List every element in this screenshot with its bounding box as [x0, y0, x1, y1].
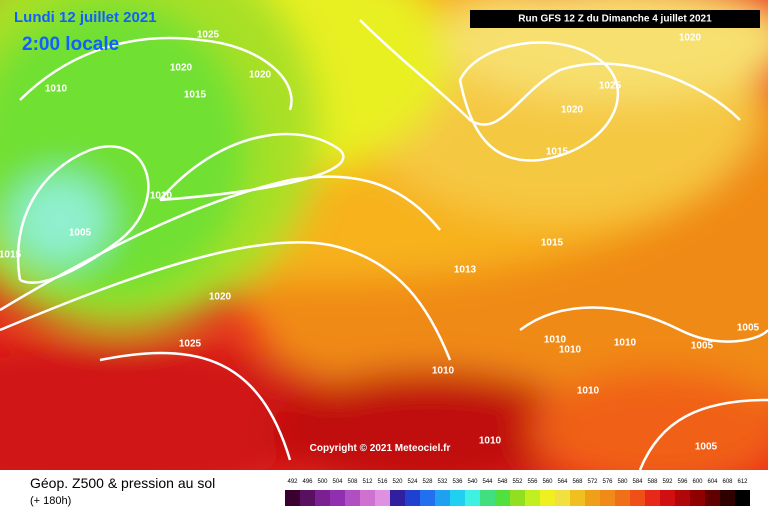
scale-swatch	[330, 490, 345, 506]
scale-swatch	[735, 490, 750, 506]
isobar-label: 1020	[209, 292, 232, 303]
isobar-label: 1015	[184, 90, 207, 101]
scale-label: 548	[497, 479, 508, 485]
scale-label: 580	[617, 479, 628, 485]
copyright: Copyright © 2021 Meteociel.fr	[310, 443, 451, 454]
isobar-label: 1005	[691, 341, 714, 352]
isobar-label: 1025	[599, 81, 622, 92]
isobar-label: 1010	[577, 386, 600, 397]
scale-label: 608	[722, 479, 733, 485]
scale-label: 524	[407, 479, 418, 485]
scale-swatch	[360, 490, 375, 506]
scale-swatch	[630, 490, 645, 506]
isobar-label: 1010	[479, 436, 502, 447]
isobar-label: 1010	[559, 345, 582, 356]
isobar-label: 1010	[432, 366, 455, 377]
scale-swatch	[435, 490, 450, 506]
isobar-label: 1010	[544, 335, 567, 346]
scale-label: 504	[332, 479, 343, 485]
isobar-label: 1015	[541, 238, 564, 249]
scale-swatch	[615, 490, 630, 506]
isobar-label: 1020	[249, 70, 272, 81]
scale-swatch	[555, 490, 570, 506]
scale-label: 496	[302, 479, 313, 485]
scale-label: 516	[377, 479, 388, 485]
scale-swatch	[540, 490, 555, 506]
isobar-label: 1020	[170, 63, 193, 74]
scale-label: 552	[512, 479, 523, 485]
scale-label: 520	[392, 479, 403, 485]
scale-swatch	[420, 490, 435, 506]
scale-label: 572	[587, 479, 598, 485]
scale-swatch	[315, 490, 330, 506]
scale-label: 536	[452, 479, 463, 485]
scale-label: 568	[572, 479, 583, 485]
run-info: Run GFS 12 Z du Dimanche 4 juillet 2021	[518, 14, 712, 25]
isobar-label: 1010	[614, 338, 637, 349]
scale-label: 512	[362, 479, 373, 485]
scale-label: 604	[707, 479, 718, 485]
scale-label: 556	[527, 479, 538, 485]
isobar-label: 1010	[45, 84, 68, 95]
scale-swatch	[720, 490, 735, 506]
scale-label: 576	[602, 479, 613, 485]
scale-swatch	[570, 490, 585, 506]
scale-label: 508	[347, 479, 358, 485]
isobar-label: 1005	[695, 442, 718, 453]
legend-subtitle: (+ 180h)	[30, 495, 71, 507]
scale-label: 500	[317, 479, 328, 485]
isobar-label: 1005	[737, 323, 760, 334]
isobar-label: 1025	[179, 339, 202, 350]
scale-label: 560	[542, 479, 553, 485]
scale-swatch	[675, 490, 690, 506]
scale-label: 596	[677, 479, 688, 485]
scale-label: 588	[647, 479, 658, 485]
isobar-label: 1015	[0, 250, 22, 261]
forecast-date: Lundi 12 juillet 2021	[14, 9, 157, 26]
scale-label: 492	[287, 479, 298, 485]
scale-label: 612	[737, 479, 748, 485]
isobar-label: 1010	[150, 191, 173, 202]
scale-swatch	[690, 490, 705, 506]
scale-swatch	[525, 490, 540, 506]
scale-label: 564	[557, 479, 568, 485]
scale-label: 592	[662, 479, 673, 485]
isobar-label: 1015	[546, 147, 569, 158]
scale-swatch	[705, 490, 720, 506]
map	[0, 0, 768, 470]
scale-swatch	[510, 490, 525, 506]
scale-swatch	[345, 490, 360, 506]
scale-label: 532	[437, 479, 448, 485]
isobar-label: 1020	[561, 105, 584, 116]
scale-swatch	[390, 490, 405, 506]
legend-title: Géop. Z500 & pression au sol	[30, 475, 215, 491]
scale-label: 540	[467, 479, 478, 485]
scale-swatch	[285, 490, 300, 506]
scale-swatch	[645, 490, 660, 506]
scale-swatch	[465, 490, 480, 506]
scale-swatch	[585, 490, 600, 506]
scale-label: 544	[482, 479, 493, 485]
isobar-label: 1020	[679, 33, 702, 44]
scale-swatch	[375, 490, 390, 506]
scale-label: 600	[692, 479, 703, 485]
scale-swatch	[660, 490, 675, 506]
scale-swatch	[450, 490, 465, 506]
scale-label: 528	[422, 479, 433, 485]
isobar-label: 1013	[454, 265, 477, 276]
scale-swatch	[495, 490, 510, 506]
scale-swatch	[600, 490, 615, 506]
isobar-label: 1005	[69, 228, 92, 239]
scale-swatch	[300, 490, 315, 506]
scale-label: 584	[632, 479, 643, 485]
isobar-label: 1025	[197, 30, 220, 41]
scale-swatch	[405, 490, 420, 506]
forecast-time: 2:00 locale	[22, 34, 119, 55]
scale-swatch	[480, 490, 495, 506]
